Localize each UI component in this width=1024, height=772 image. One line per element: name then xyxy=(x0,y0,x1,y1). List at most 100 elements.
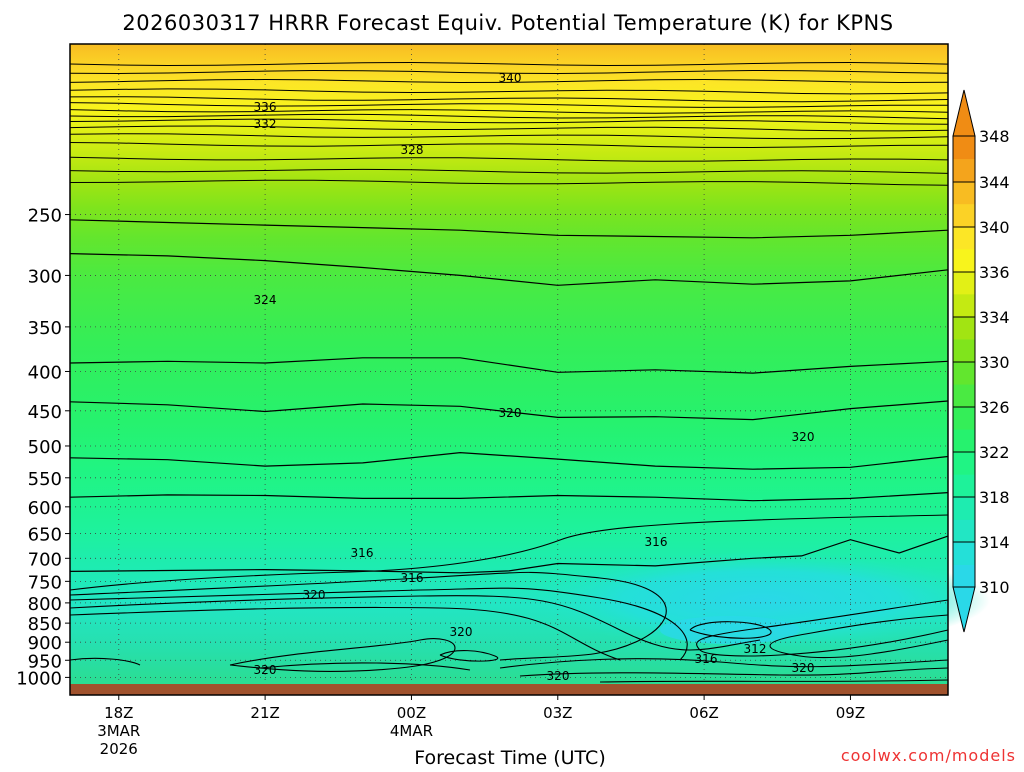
x-tick-label: 21Z xyxy=(250,704,279,722)
contour-line-320 xyxy=(69,492,949,502)
low-theta-region xyxy=(530,552,990,648)
contour-line-upper xyxy=(69,102,949,108)
contour-label: 340 xyxy=(499,71,522,85)
colorbar-label: 344 xyxy=(979,173,1010,192)
contour-label: 312 xyxy=(744,642,767,656)
contour-label: 316 xyxy=(401,571,424,585)
contour-line-lower xyxy=(69,657,141,666)
contour-line-326 xyxy=(69,253,949,286)
contour-line-lower xyxy=(439,650,499,662)
colorbar-segment xyxy=(953,429,975,453)
colorbar-label: 348 xyxy=(979,127,1010,146)
y-tick-label: 600 xyxy=(28,498,62,519)
contour-line-lower xyxy=(229,638,456,672)
contour-label: 320 xyxy=(499,406,522,420)
colorbar-segment xyxy=(953,519,975,543)
y-tick-label: 650 xyxy=(28,525,62,546)
contour-label: 320 xyxy=(792,661,815,675)
contour-line-upper xyxy=(69,96,949,103)
colorbar-label: 318 xyxy=(979,488,1010,507)
colorbar-segment xyxy=(953,226,975,250)
colorbar-segment xyxy=(953,451,975,475)
colorbar-segment xyxy=(953,271,975,295)
y-tick-label: 450 xyxy=(28,402,62,423)
contour-line-upper xyxy=(69,142,949,149)
contour-label: 320 xyxy=(792,430,815,444)
chart-title: 2026030317 HRRR Forecast Equiv. Potentia… xyxy=(122,11,893,35)
colorbar-segment xyxy=(953,203,975,227)
contour-line-upper xyxy=(69,61,949,67)
x-tick-label: 18Z xyxy=(104,704,133,722)
colorbar-segment xyxy=(953,564,975,588)
colorbar-segment xyxy=(953,136,975,160)
contour-line-lower xyxy=(69,595,761,651)
contour-line-324 xyxy=(69,357,949,374)
contour-line-upper xyxy=(69,69,949,75)
contour-line-lower xyxy=(259,662,471,671)
contour-label: 320 xyxy=(254,663,277,677)
contour-line-upper xyxy=(69,118,949,125)
contour-line-upper xyxy=(69,156,949,162)
contour-label: 320 xyxy=(547,669,570,683)
contour-label: 336 xyxy=(254,100,277,114)
y-tick-label: 850 xyxy=(28,614,62,635)
y-tick-label: 550 xyxy=(28,469,62,490)
contour-label: 316 xyxy=(351,546,374,560)
colorbar-label: 334 xyxy=(979,308,1010,327)
y-tick-label: 750 xyxy=(28,572,62,593)
colorbar-segment xyxy=(953,541,975,565)
contour-line-328 xyxy=(69,219,949,239)
plot-frame xyxy=(69,43,949,696)
colorbar-segment xyxy=(953,293,975,317)
colorbar-label: 336 xyxy=(979,263,1010,282)
contour-line-lower xyxy=(599,679,949,683)
contour-line-lower xyxy=(69,514,949,591)
contour-line-upper xyxy=(69,88,949,95)
colorbar-segment xyxy=(953,158,975,182)
x-tick-date: 4MAR xyxy=(390,722,433,740)
y-tick-label: 950 xyxy=(28,651,62,672)
y-tick-label: 700 xyxy=(28,549,62,570)
contour-line-lower xyxy=(499,658,949,669)
colorbar-segment xyxy=(953,361,975,385)
colorbar-segment xyxy=(953,496,975,520)
contour-line-324 xyxy=(69,400,949,421)
ground-strip xyxy=(70,684,948,695)
contour-line-upper xyxy=(69,125,949,132)
contour-label: 324 xyxy=(254,293,277,307)
contour-line-320 xyxy=(69,451,949,470)
contour-line-upper xyxy=(69,179,949,186)
colorbar-label: 310 xyxy=(979,578,1010,597)
contour-line-lower xyxy=(69,571,667,661)
contour-label: 316 xyxy=(695,652,718,666)
colorbar-segment xyxy=(953,474,975,498)
x-axis-label: Forecast Time (UTC) xyxy=(414,747,605,768)
contour-label: 316 xyxy=(645,535,668,549)
colorbar-segment xyxy=(953,248,975,272)
x-tick-label: 09Z xyxy=(836,704,865,722)
colorbar-label: 322 xyxy=(979,443,1010,462)
contour-line-lower xyxy=(69,587,688,661)
x-tick-year: 2026 xyxy=(100,740,138,758)
contour-line-316 xyxy=(69,535,949,574)
contour-line-lower xyxy=(689,621,772,639)
colorbar-segment xyxy=(953,181,975,205)
y-tick-label: 400 xyxy=(28,362,62,383)
colorbar-segment xyxy=(953,406,975,430)
colorbar-label: 314 xyxy=(979,533,1010,552)
colorbar-segment xyxy=(953,384,975,408)
credit-text: coolwx.com/models xyxy=(841,746,1016,765)
contour-line-lower xyxy=(769,614,949,659)
contour-line-upper xyxy=(69,133,949,140)
contour-line-upper xyxy=(69,113,949,120)
contour-line-lower xyxy=(696,599,949,657)
contour-label: 332 xyxy=(254,117,277,131)
colorbar-label: 326 xyxy=(979,398,1010,417)
y-tick-label: 350 xyxy=(28,318,62,339)
x-tick-label: 03Z xyxy=(543,704,572,722)
colorbar-segment xyxy=(953,338,975,362)
contour-line-upper xyxy=(69,168,949,174)
y-tick-label: 500 xyxy=(28,437,62,458)
